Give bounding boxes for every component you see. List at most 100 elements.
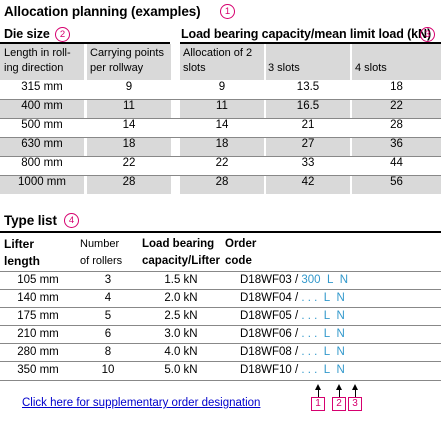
type-length: 280 mm xyxy=(17,346,59,358)
alloc-carrying: 22 xyxy=(122,157,136,169)
arrow-stem xyxy=(339,389,340,397)
alloc-2slots: 9 xyxy=(218,81,226,93)
row-line xyxy=(0,289,441,290)
order-code-part3: N xyxy=(336,346,345,358)
order-code-part1: . . . xyxy=(301,364,318,376)
row-stripe xyxy=(87,99,171,118)
arrow-stem xyxy=(318,389,319,397)
col-rollers-header: Number of rollers xyxy=(80,236,122,270)
marker-3: 3 xyxy=(420,27,435,42)
order-code-part2: L xyxy=(323,346,331,358)
row-line xyxy=(0,175,441,176)
row-stripe xyxy=(352,99,441,118)
row-line xyxy=(0,156,441,157)
alloc-3slots: 21 xyxy=(301,119,315,131)
row-stripe xyxy=(266,99,350,118)
col-3slots-header: 3 slots xyxy=(268,62,300,74)
order-code-base: D18WF03 / xyxy=(240,274,299,286)
type-length: 175 mm xyxy=(17,310,59,322)
alloc-carrying: 11 xyxy=(123,100,135,112)
col-lifter-header: Lifter length xyxy=(4,236,40,270)
row-stripe xyxy=(0,99,84,118)
type-length: 350 mm xyxy=(17,364,59,376)
col-order-header: Order code xyxy=(225,236,256,270)
row-stripe xyxy=(266,137,350,156)
order-code-part1: . . . xyxy=(301,346,318,358)
order-code-base: D18WF05 / xyxy=(240,310,299,322)
die-size-label: Die size xyxy=(4,27,50,41)
type-rollers: 4 xyxy=(104,292,112,304)
type-load: 3.0 kN xyxy=(164,328,198,340)
type-load: 5.0 kN xyxy=(164,364,198,376)
rule-load xyxy=(180,42,441,44)
col-carrying-header: Carrying points per rollway xyxy=(90,47,164,74)
col-2slots-header: Allocation of 2 slots xyxy=(183,47,253,74)
order-code-part2: L xyxy=(323,328,331,340)
type-order-code: D18WF08 / . . . L N xyxy=(240,346,345,358)
alloc-3slots: 42 xyxy=(301,176,315,188)
order-code-part3: N xyxy=(339,274,349,286)
arrow-up-icon xyxy=(352,384,358,390)
row-stripe xyxy=(180,175,264,194)
row-stripe xyxy=(0,137,84,156)
row-line xyxy=(0,325,441,326)
type-load: 4.0 kN xyxy=(164,346,198,358)
arrow-up-icon xyxy=(315,384,321,390)
header-bg xyxy=(352,44,441,80)
type-load: 2.0 kN xyxy=(164,292,198,304)
type-length: 210 mm xyxy=(17,328,59,340)
alloc-2slots: 22 xyxy=(215,157,229,169)
alloc-carrying: 9 xyxy=(125,81,133,93)
header-bg xyxy=(266,44,350,80)
row-stripe xyxy=(352,137,441,156)
row-stripe xyxy=(180,137,264,156)
square-marker-2: 2 xyxy=(332,397,346,411)
marker-4: 4 xyxy=(64,213,79,228)
type-order-code: D18WF10 / . . . L N xyxy=(240,364,345,376)
row-line xyxy=(0,307,441,308)
alloc-2slots: 18 xyxy=(215,138,229,150)
type-rollers: 10 xyxy=(101,364,115,376)
row-stripe xyxy=(352,175,441,194)
type-order-code: D18WF05 / . . . L N xyxy=(240,310,345,322)
order-code-part2: L xyxy=(323,292,331,304)
square-marker-1: 1 xyxy=(311,397,325,411)
type-rollers: 5 xyxy=(104,310,112,322)
row-stripe xyxy=(266,175,350,194)
alloc-4slots: 56 xyxy=(390,176,403,188)
alloc-4slots: 44 xyxy=(390,157,403,169)
order-code-part3: N xyxy=(336,292,345,304)
row-stripe xyxy=(87,137,171,156)
alloc-2slots: 11 xyxy=(216,100,228,112)
col-order-line2: code xyxy=(225,255,252,267)
row-line xyxy=(0,118,441,119)
header-bg xyxy=(180,44,264,80)
row-stripe xyxy=(0,175,84,194)
alloc-3slots: 27 xyxy=(301,138,315,150)
alloc-3slots: 13.5 xyxy=(296,81,320,93)
order-code-base: D18WF06 / xyxy=(240,328,299,340)
row-line xyxy=(0,271,441,272)
marker-1: 1 xyxy=(220,4,235,19)
order-code-part2: L xyxy=(323,364,331,376)
supplementary-order-link[interactable]: Click here for supplementary order desig… xyxy=(22,397,261,409)
order-code-part3: N xyxy=(336,328,345,340)
type-rollers: 8 xyxy=(104,346,112,358)
order-code-part1: . . . xyxy=(301,310,318,322)
alloc-carrying: 18 xyxy=(122,138,136,150)
marker-2: 2 xyxy=(55,27,70,42)
order-code-part3: N xyxy=(336,310,345,322)
row-stripe xyxy=(87,175,171,194)
col-rollers-line1: Number xyxy=(80,238,120,250)
row-line xyxy=(0,99,441,100)
col-load-line1: Load bearing xyxy=(142,238,215,250)
rule-die xyxy=(0,42,170,44)
alloc-carrying: 14 xyxy=(122,119,136,131)
row-line xyxy=(0,380,441,381)
alloc-length: 315 mm xyxy=(21,81,63,93)
row-line xyxy=(0,343,441,344)
header-bg xyxy=(87,44,171,80)
row-line xyxy=(0,137,441,138)
alloc-2slots: 14 xyxy=(215,119,229,131)
alloc-4slots: 36 xyxy=(390,138,403,150)
